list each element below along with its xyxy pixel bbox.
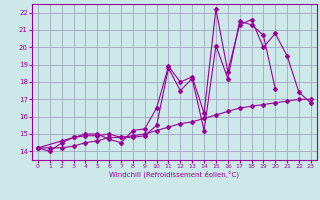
X-axis label: Windchill (Refroidissement éolien,°C): Windchill (Refroidissement éolien,°C) <box>109 171 239 178</box>
